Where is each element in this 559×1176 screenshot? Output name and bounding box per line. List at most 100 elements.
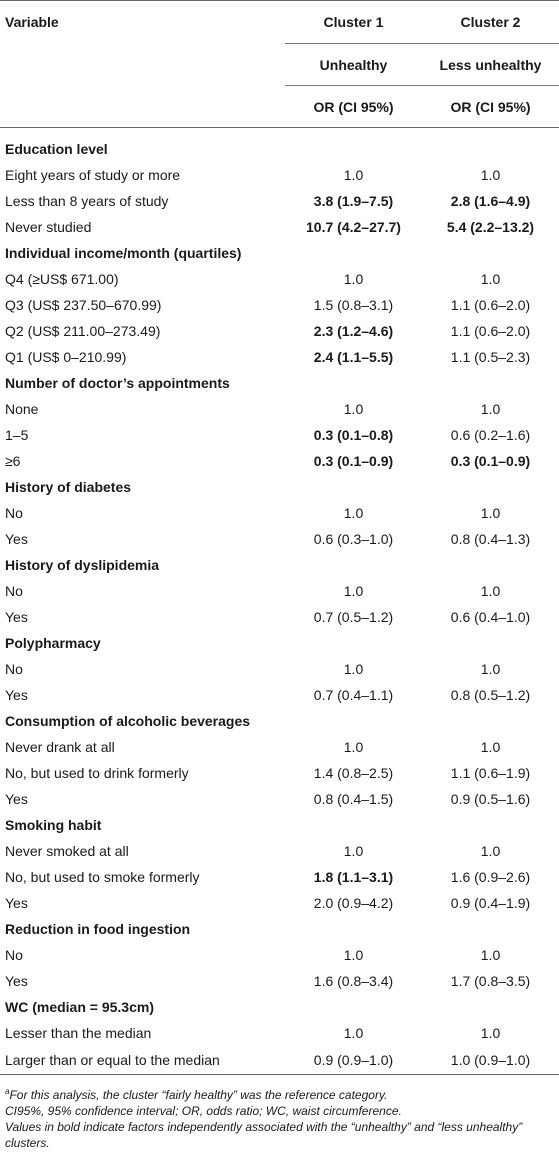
cluster-1-value: 1.0 [343, 947, 364, 963]
row-label: No, but used to drink formerly [5, 765, 189, 781]
table-row: Eight years of study or more 1.0 1.0 [0, 162, 559, 188]
header-variable: Variable [5, 14, 59, 30]
cluster-1-value: 0.3 (0.1–0.8) [313, 427, 394, 443]
table-row: Larger than or equal to the median 0.9 (0… [0, 1046, 559, 1075]
cluster-1-value: 1.0 [343, 505, 364, 521]
row-label: Q1 (US$ 0–210.99) [5, 349, 127, 365]
cluster-2-value: 1.0 [480, 583, 501, 599]
row-label: Yes [5, 791, 28, 807]
table-row: Lesser than the median 1.0 1.0 [0, 1020, 559, 1046]
row-label: Eight years of study or more [5, 167, 181, 183]
table-row: No, but used to drink formerly 1.4 (0.8–2… [0, 760, 559, 786]
cluster-1-value: 0.3 (0.1–0.9) [313, 453, 394, 469]
row-label: Yes [5, 895, 28, 911]
group-title: Individual income/month (quartiles) [5, 245, 242, 261]
table-row: Q1 (US$ 0–210.99) 2.4 (1.1–5.5) 1.1 (0.5–2… [0, 344, 559, 370]
cluster-2-value: 1.0 [480, 947, 501, 963]
cluster-1-value: 1.0 [343, 167, 364, 183]
cluster-2-value: 0.9 (0.5–1.6) [450, 791, 531, 807]
cluster-1-value: 1.0 [343, 661, 364, 677]
table-top-rule [0, 0, 559, 1]
group-title: WC (median = 95.3cm) [5, 999, 154, 1015]
cluster-1-value: 1.4 (0.8–2.5) [313, 765, 394, 781]
group-title: Smoking habit [5, 817, 102, 833]
table-footnotes: aFor this analysis, the cluster “fairly … [0, 1075, 559, 1151]
cluster-2-value: 1.6 (0.9–2.6) [450, 869, 531, 885]
table-row: Never smoked at all 1.0 1.0 [0, 838, 559, 864]
row-label: 1–5 [5, 427, 29, 443]
header-cluster-2: Cluster 2 [460, 14, 521, 30]
table-row: No 1.0 1.0 [0, 656, 559, 682]
cluster-1-value: 3.8 (1.9–7.5) [313, 193, 394, 209]
table-row: Q2 (US$ 211.00–273.49) 2.3 (1.2–4.6) 1.1 (… [0, 318, 559, 344]
footnote-bold-values: Values in bold indicate factors independ… [5, 1120, 523, 1150]
row-label: Yes [5, 687, 28, 703]
header-metric-1: OR (CI 95%) [285, 85, 422, 128]
cluster-2-value: 1.1 (0.6–1.9) [450, 765, 531, 781]
cluster-2-value: 1.0 [480, 505, 501, 521]
table-row: Q4 (≥US$ 671.00) 1.0 1.0 [0, 266, 559, 292]
cluster-2-value: 0.6 (0.2–1.6) [450, 427, 531, 443]
cluster-1-value: 2.4 (1.1–5.5) [313, 349, 394, 365]
cluster-1-value: 1.0 [343, 739, 364, 755]
table-row: Never studied 10.7 (4.2–27.7) 5.4 (2.2–13.… [0, 214, 559, 240]
cluster-2-value: 1.0 [480, 739, 501, 755]
cluster-1-value: 1.0 [343, 583, 364, 599]
header-row-metric: OR (CI 95%) OR (CI 95%) [0, 85, 559, 128]
cluster-1-value: 1.0 [343, 843, 364, 859]
odds-ratio-table: Variable Cluster 1 Cluster 2 Unhealthy L… [0, 1, 559, 1075]
table-row: Yes 0.6 (0.3–1.0) 0.8 (0.4–1.3) [0, 526, 559, 552]
header-cluster-2-sub: Less unhealthy [422, 43, 559, 86]
table-container: Variable Cluster 1 Cluster 2 Unhealthy L… [0, 0, 559, 1151]
cluster-1-value: 2.0 (0.9–4.2) [313, 895, 394, 911]
group-title: History of diabetes [5, 479, 132, 495]
table-row: No 1.0 1.0 [0, 578, 559, 604]
cluster-1-value: 10.7 (4.2–27.7) [306, 219, 401, 235]
cluster-2-value: 0.8 (0.5–1.2) [450, 687, 531, 703]
row-label: Yes [5, 973, 28, 989]
cluster-2-value: 0.3 (0.1–0.9) [450, 453, 531, 469]
table-row: None 1.0 1.0 [0, 396, 559, 422]
cluster-1-value: 0.8 (0.4–1.5) [313, 791, 394, 807]
table-row: No 1.0 1.0 [0, 500, 559, 526]
cluster-1-value: 2.3 (1.2–4.6) [313, 323, 394, 339]
cluster-2-value: 5.4 (2.2–13.2) [446, 219, 535, 235]
cluster-1-value: 1.8 (1.1–3.1) [313, 869, 394, 885]
table-row: ≥6 0.3 (0.1–0.9) 0.3 (0.1–0.9) [0, 448, 559, 474]
table-row: No 1.0 1.0 [0, 942, 559, 968]
row-label: Never drank at all [5, 739, 115, 755]
cluster-2-value: 2.8 (1.6–4.9) [450, 193, 531, 209]
table-row: Yes 0.7 (0.5–1.2) 0.6 (0.4–1.0) [0, 604, 559, 630]
row-label: ≥6 [5, 453, 21, 469]
row-label: No, but used to smoke formerly [5, 869, 200, 885]
cluster-1-value: 1.0 [343, 1025, 364, 1041]
row-label: No [5, 661, 23, 677]
table-row: No, but used to smoke formerly 1.8 (1.1–3… [0, 864, 559, 890]
group-title: History of dyslipidemia [5, 557, 160, 573]
cluster-2-value: 0.6 (0.4–1.0) [450, 609, 531, 625]
cluster-2-value: 1.0 [480, 1025, 501, 1041]
table-row: Yes 0.8 (0.4–1.5) 0.9 (0.5–1.6) [0, 786, 559, 812]
row-label: None [5, 401, 39, 417]
cluster-2-value: 1.0 [480, 167, 501, 183]
header-cluster-1-sub: Unhealthy [285, 43, 422, 86]
table-row: Never drank at all 1.0 1.0 [0, 734, 559, 760]
row-label: No [5, 505, 23, 521]
cluster-1-value: 1.0 [343, 401, 364, 417]
cluster-1-value: 0.7 (0.5–1.2) [313, 609, 394, 625]
cluster-1-value: 1.0 [343, 271, 364, 287]
cluster-2-value: 1.0 [480, 271, 501, 287]
cluster-2-value: 1.1 (0.6–2.0) [450, 323, 531, 339]
group-header-row: WC (median = 95.3cm) [0, 994, 559, 1020]
table-body: Education level Eight years of study or m… [0, 128, 559, 1075]
row-label: Yes [5, 531, 28, 547]
group-header-row: Education level [0, 128, 559, 163]
cluster-1-value: 0.9 (0.9–1.0) [285, 1046, 422, 1075]
row-label: Lesser than the median [5, 1025, 152, 1041]
group-title: Consumption of alcoholic beverages [5, 713, 251, 729]
table-row: Yes 0.7 (0.4–1.1) 0.8 (0.5–1.2) [0, 682, 559, 708]
cluster-2-value: 1.1 (0.5–2.3) [450, 349, 531, 365]
row-label: Never smoked at all [5, 843, 129, 859]
header-cluster-1: Cluster 1 [323, 14, 384, 30]
row-label: Q2 (US$ 211.00–273.49) [5, 323, 161, 339]
